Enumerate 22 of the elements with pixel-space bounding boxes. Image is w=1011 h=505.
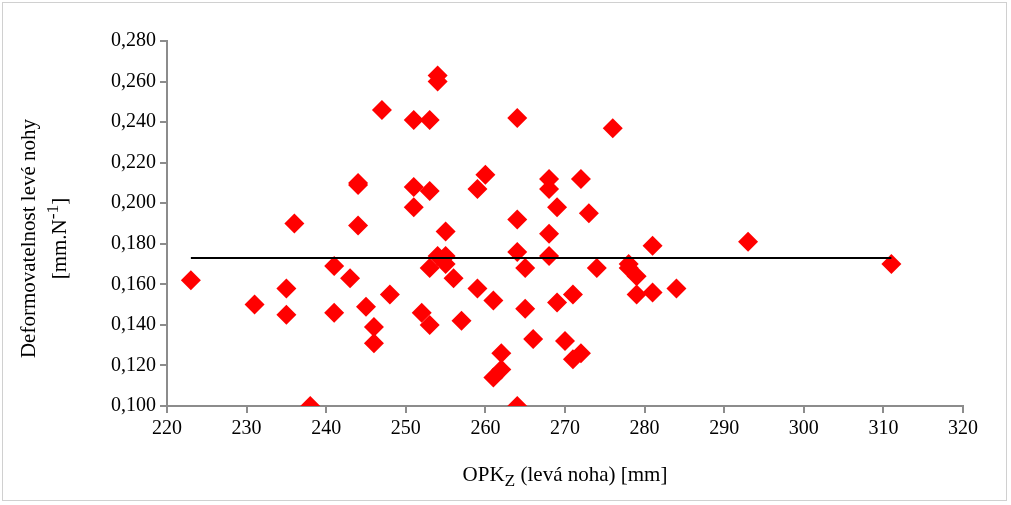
x-tick-label: 260 [470, 416, 501, 439]
x-tick-label: 300 [788, 416, 819, 439]
x-tick-label: 310 [868, 416, 899, 439]
y-tick-label: 0,220 [111, 149, 156, 172]
y-tick-label: 0,180 [111, 231, 156, 254]
y-tick-label: 0,140 [111, 312, 156, 335]
y-tick-label: 0,280 [111, 28, 156, 51]
x-tick-label: 220 [152, 416, 182, 439]
y-tick-label: 0,260 [111, 68, 156, 91]
x-tick-label: 270 [550, 416, 580, 439]
y-tick-label: 0,120 [111, 352, 156, 375]
x-tick-label: 320 [948, 416, 978, 439]
y-tick-label: 0,240 [111, 109, 156, 132]
x-tick-label: 250 [390, 416, 421, 439]
x-tick-label: 240 [311, 416, 342, 439]
x-tick-label: 280 [629, 416, 660, 439]
y-tick-label: 0,200 [111, 190, 156, 213]
y-tick-label: 0,160 [111, 271, 156, 294]
x-tick-label: 230 [231, 416, 262, 439]
y-tick-label: 0,100 [111, 393, 156, 416]
x-axis-title: OPK$_{Z}$ (levá noha) [mm] [461, 462, 669, 492]
x-tick-label: 290 [709, 416, 740, 439]
